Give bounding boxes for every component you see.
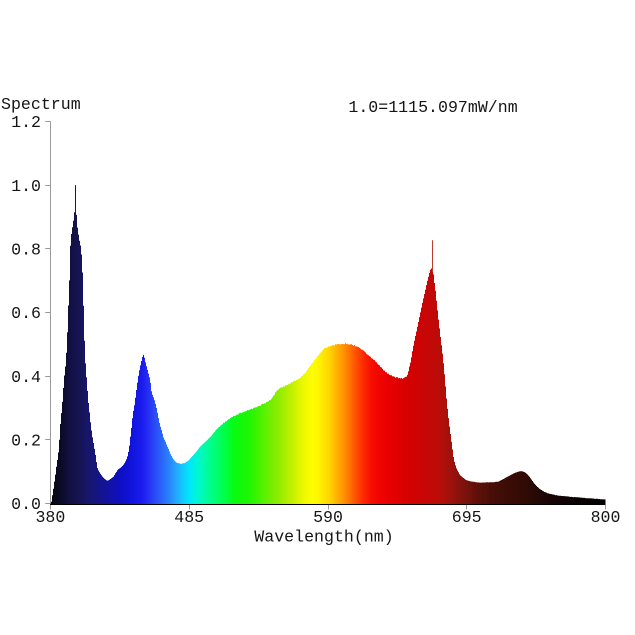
svg-text:590: 590 [313,508,343,527]
svg-text:0.0: 0.0 [11,495,41,514]
svg-text:695: 695 [452,508,482,527]
svg-text:380: 380 [35,508,65,527]
svg-text:0.6: 0.6 [11,304,41,323]
svg-text:0.2: 0.2 [11,432,41,451]
svg-text:800: 800 [591,508,621,527]
svg-text:1.0: 1.0 [11,177,41,196]
svg-text:1.2: 1.2 [11,113,41,132]
svg-text:Spectrum: Spectrum [1,95,81,114]
svg-text:1.0=1115.097mW/nm: 1.0=1115.097mW/nm [348,98,517,117]
svg-text:485: 485 [174,508,204,527]
svg-text:Wavelength(nm): Wavelength(nm) [254,527,393,546]
svg-text:0.8: 0.8 [11,241,41,260]
svg-text:0.4: 0.4 [11,368,41,387]
